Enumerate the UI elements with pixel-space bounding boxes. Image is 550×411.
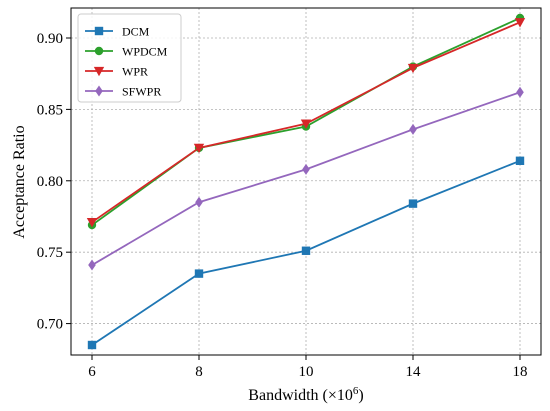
legend-marker-dcm [94, 26, 104, 36]
legend-box [77, 13, 182, 103]
x-tick-label: 8 [195, 364, 203, 380]
legend-marker-wpdcm [94, 46, 104, 56]
y-tick-label: 0.70 [37, 317, 63, 333]
y-tick-label: 0.90 [37, 31, 63, 47]
y-tick-label: 0.85 [37, 102, 63, 118]
data-point-wpr [407, 63, 419, 74]
legend-label-wpdcm: WPDCM [122, 45, 168, 59]
y-axis-ticks: 0.70 0.75 0.80 0.85 0.90 [37, 31, 71, 333]
data-point-wpr [300, 119, 312, 129]
x-axis-ticks: 6 8 10 14 18 [88, 355, 528, 380]
x-tick-label: 18 [513, 364, 528, 380]
legend-label-wpr: WPR [122, 65, 148, 79]
x-tick-label: 14 [406, 364, 422, 380]
data-point-sfwpr [516, 86, 524, 98]
legend-entry-sfwpr: SFWPR [85, 85, 161, 99]
legend-marker-wpr [93, 66, 105, 77]
legend-entry-wpdcm: WPDCM [85, 45, 168, 59]
series-layer [86, 13, 526, 350]
data-point-sfwpr [302, 163, 310, 175]
data-point-dcm [87, 340, 97, 350]
y-axis-title: Acceptance Ratio [11, 125, 28, 238]
data-point-dcm [194, 269, 204, 278]
legend: DCM WPDCM WPR SFWPR [77, 13, 182, 103]
data-point-dcm [408, 199, 418, 208]
y-tick-label: 0.75 [37, 245, 63, 261]
data-point-sfwpr [195, 196, 203, 208]
legend-label-dcm: DCM [122, 25, 150, 39]
series-wpr [86, 18, 526, 228]
y-tick-label: 0.80 [37, 174, 63, 190]
data-point-wpr [514, 18, 526, 28]
data-point-dcm [301, 246, 311, 255]
series-sfwpr [88, 86, 524, 271]
data-point-sfwpr [409, 123, 417, 135]
data-point-dcm [515, 156, 525, 165]
series-dcm [87, 156, 525, 350]
x-tick-label: 6 [88, 364, 96, 380]
x-tick-label: 10 [299, 364, 314, 380]
legend-marker-sfwpr [95, 85, 103, 97]
legend-label-sfwpr: SFWPR [122, 85, 161, 99]
data-point-wpr [86, 218, 98, 228]
legend-entry-wpr: WPR [85, 65, 148, 79]
legend-entry-dcm: DCM [85, 25, 150, 39]
data-point-wpr [193, 143, 205, 154]
data-point-sfwpr [88, 259, 96, 271]
x-axis-title: Bandwidth (×106) [248, 385, 363, 404]
